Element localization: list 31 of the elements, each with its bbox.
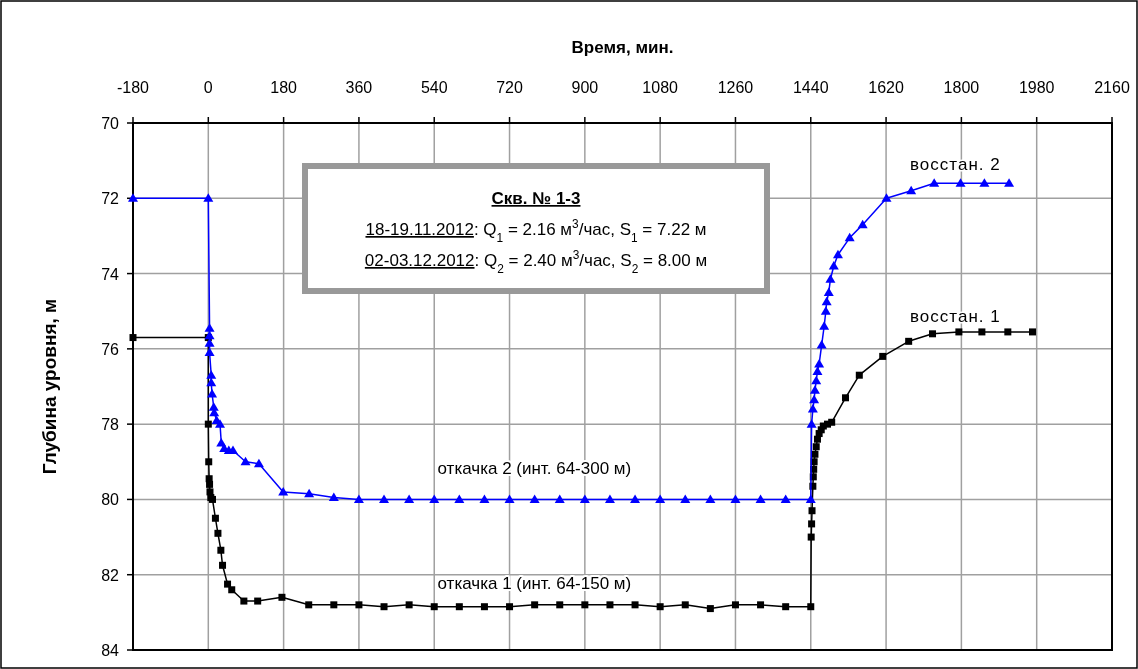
- annotation: Скв. № 1-3: [491, 189, 581, 208]
- x-tick-label: 720: [496, 79, 523, 96]
- y-axis-title: Глубина уровня, м: [39, 298, 60, 475]
- x-tick-label: 2160: [1094, 79, 1130, 96]
- y-tick-label: 70: [101, 115, 120, 132]
- x-tick-label: 180: [270, 79, 298, 96]
- y-tick-label: 78: [101, 416, 120, 434]
- x-tick-label: 0: [203, 79, 213, 96]
- x-tick-label: 1620: [868, 79, 904, 96]
- x-tick-label: 540: [420, 79, 448, 96]
- x-tick-label: 1080: [642, 79, 679, 96]
- annotation: восстан. 1: [910, 306, 1001, 326]
- x-tick-label: 1440: [792, 79, 829, 96]
- y-tick-label: 82: [101, 566, 120, 584]
- y-tick-label: 80: [101, 491, 120, 509]
- x-tick-label: 360: [345, 79, 373, 96]
- x-tick-label: 1800: [943, 79, 980, 96]
- y-tick-label: 74: [101, 265, 120, 283]
- x-tick-label: 1260: [717, 79, 754, 96]
- x-tick-label: 900: [571, 79, 599, 96]
- y-tick-label: 72: [101, 190, 120, 208]
- x-tick-label: 1980: [1018, 79, 1055, 96]
- x-tick-label: -180: [116, 79, 150, 96]
- annotation: откачка 1 (инт. 64-150 м): [437, 573, 632, 593]
- annotation: восстан. 2: [910, 155, 1001, 175]
- x-axis-title: Время, мин.: [571, 38, 674, 57]
- annotation: откачка 2 (инт. 64-300 м): [437, 459, 632, 479]
- annotation: 02-03.12.2012: Q$_{2}$ = 2.40 м$^{3}$/час, S$_{2}$ = 8.00 м: [364, 248, 708, 276]
- annotation: 18-19.11.2012: Q$_{1}$ = 2.16 м$^{3}$/час, S$_{1}$ = 7.22 м: [365, 217, 707, 245]
- y-tick-label: 84: [101, 642, 120, 659]
- y-tick-label: 76: [101, 340, 120, 358]
